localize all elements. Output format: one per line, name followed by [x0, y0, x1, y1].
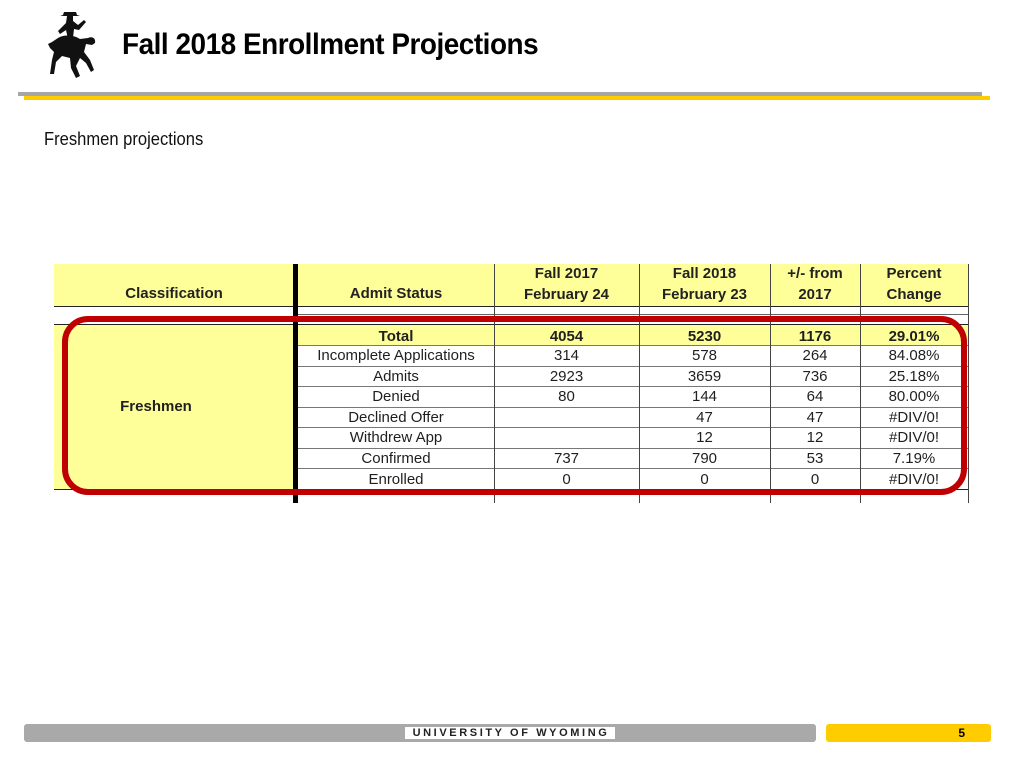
footer-university: UNIVERSITY OF WYOMING: [24, 724, 1000, 742]
table-rule: [298, 407, 968, 408]
row-value-fall2017: 80: [558, 388, 575, 405]
row-status: Withdrew App: [349, 429, 443, 446]
row-value-fall2018: 5230: [687, 327, 722, 345]
column-header-percent: Percent Change: [860, 262, 968, 306]
table-divider: [860, 264, 861, 503]
table-rule: [54, 306, 968, 307]
table-divider-thick: [293, 264, 298, 503]
column-header-fall-2017-line1: Fall 2017: [534, 265, 599, 282]
group-label-freshmen: Freshmen: [120, 397, 192, 415]
row-value-percent: #DIV/0!: [888, 470, 940, 488]
row-value-change: 53: [806, 449, 824, 467]
table-rule: [298, 345, 968, 346]
row-status: Denied: [372, 388, 420, 405]
column-header-change-line2: 2017: [798, 286, 832, 303]
total-row-fill: [298, 325, 968, 345]
row-status: Declined Offer: [348, 408, 444, 426]
row-value-fall2017: 314: [553, 347, 580, 364]
row-status-total: Total: [378, 327, 414, 345]
column-header-fall-2018-line1: Fall 2018: [672, 265, 737, 282]
table-divider: [968, 264, 969, 503]
row-status: Admits: [373, 367, 419, 385]
table-rule: [298, 366, 968, 367]
row-status: Enrolled: [368, 470, 424, 488]
bucking-horse-rider-icon: [46, 8, 102, 84]
column-header-fall-2018: Fall 2018 February 23: [639, 262, 770, 306]
table-rule: [298, 448, 968, 449]
header-divider-gold: [24, 96, 990, 100]
column-header-change: +/- from 2017: [770, 262, 860, 306]
row-value-percent: 29.01%: [888, 327, 940, 345]
row-value-fall2018: 144: [691, 388, 718, 405]
table-header-band: [54, 264, 968, 306]
row-value-fall2017: 0: [562, 470, 571, 488]
row-value-percent: 80.00%: [888, 388, 940, 405]
row-value-fall2018: 47: [696, 408, 713, 426]
column-header-percent-line2: Change: [886, 286, 942, 303]
table-divider: [494, 264, 495, 503]
row-value-change: 736: [802, 367, 828, 385]
column-header-admit-status: Admit Status: [349, 285, 443, 302]
row-value-fall2017: 4054: [549, 327, 584, 345]
column-header-fall-2018-line2: February 23: [661, 286, 748, 303]
table-divider: [770, 264, 771, 503]
column-header-classification: Classification: [125, 285, 223, 302]
row-value-fall2018: 0: [700, 470, 709, 488]
row-value-change: 1176: [798, 327, 832, 345]
table-divider: [639, 264, 640, 503]
slide-title: Fall 2018 Enrollment Projections: [122, 28, 539, 61]
table-rule: [298, 468, 968, 469]
row-value-fall2017: 737: [553, 449, 580, 467]
row-value-fall2018: 578: [691, 347, 718, 364]
row-value-percent: #DIV/0!: [888, 429, 940, 446]
table-rule: [298, 427, 968, 428]
row-value-fall2018: 790: [691, 449, 718, 467]
classification-cell-fill: [54, 325, 294, 489]
column-header-percent-line1: Percent: [886, 265, 942, 282]
row-value-percent: 7.19%: [892, 449, 936, 467]
table-rule: [298, 314, 968, 315]
row-value-fall2017: [494, 407, 639, 427]
column-header-change-line1: +/- from: [787, 265, 843, 282]
table-rule: [54, 324, 968, 325]
row-value-fall2017: [494, 427, 639, 448]
table-rule: [54, 489, 968, 490]
column-header-fall-2017: Fall 2017 February 24: [494, 262, 639, 306]
row-value-percent: 25.18%: [888, 367, 940, 385]
row-value-percent: 84.08%: [888, 347, 940, 364]
row-value-change: 264: [802, 347, 828, 364]
row-value-percent: #DIV/0!: [888, 408, 940, 426]
row-status: Confirmed: [361, 449, 431, 467]
column-header-fall-2017-line2: February 24: [523, 286, 610, 303]
row-value-change: 47: [806, 408, 824, 426]
footer-university-text: UNIVERSITY OF WYOMING: [404, 727, 616, 739]
page-number: 5: [826, 724, 991, 742]
row-value-change: 0: [810, 470, 820, 488]
section-subtitle: Freshmen projections: [44, 129, 204, 149]
header-divider-gray: [18, 92, 982, 96]
row-value-change: 12: [806, 429, 824, 446]
table-rule: [298, 386, 968, 387]
row-value-fall2018: 3659: [687, 367, 722, 385]
row-value-fall2017: 2923: [549, 367, 584, 385]
row-value-change: 64: [806, 388, 824, 405]
row-status: Incomplete Applications: [317, 347, 475, 364]
row-value-fall2018: 12: [696, 429, 713, 446]
